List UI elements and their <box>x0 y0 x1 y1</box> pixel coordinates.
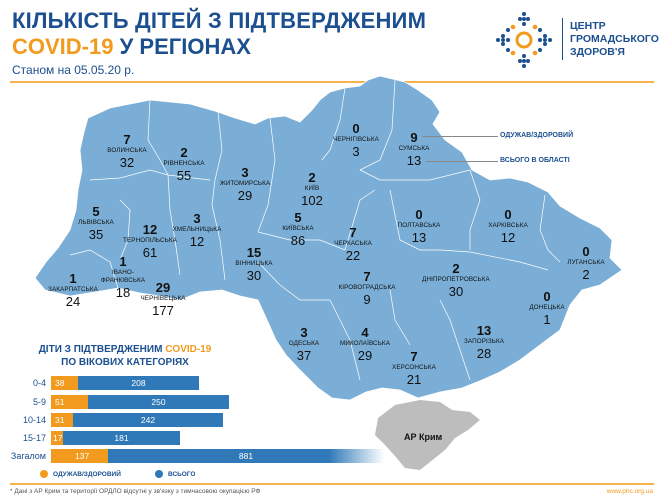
region-kharkivska: 0 Харківська 12 <box>488 207 528 246</box>
age-chart-title: ДІТИ З ПІДТВЕРДЖЕНИМ COVID-19 ПО ВІКОВИХ… <box>38 344 212 368</box>
region-odeska: 3 Одеська 37 <box>288 325 320 364</box>
ukraine-mainland-shape <box>34 75 623 401</box>
age-row-10-14: 10-14 31 242 <box>0 413 240 427</box>
region-rivnenska: 2 Рівненська 55 <box>163 145 205 184</box>
region-lvivska: 5 Львівська 35 <box>78 204 114 243</box>
region-cherkaska: 7 Черкаська 22 <box>334 225 372 264</box>
region-kyivska: 5 Київська 86 <box>282 210 314 249</box>
logo-text: ЦЕНТР ГРОМАДСЬКОГО ЗДОРОВ'Я <box>570 20 659 58</box>
legend-total: ВСЬОГО <box>155 470 195 478</box>
region-chernihivska: 0 Чернігівська 3 <box>333 121 379 160</box>
region-ivano-frankivska: 1 Івано-Франківська 18 <box>100 254 146 301</box>
age-row-0-4: 0-4 38 208 <box>0 376 240 390</box>
legend-recovered: ОДУЖАВ/ЗДОРОВИЙ <box>40 470 121 478</box>
region-ternopilska: 12 Тернопільська 61 <box>123 222 177 261</box>
region-sumska: 9 Сумська 13 <box>398 130 430 169</box>
region-volynska: 7 Волинська 32 <box>107 132 147 171</box>
page-title-line1: КІЛЬКІСТЬ ДІТЕЙ З ПІДТВЕРДЖЕНИМ <box>12 8 427 33</box>
region-khmelnytska: 3 Хмельницька 12 <box>172 211 222 250</box>
age-row-15-17: 15-17 17 181 <box>0 431 240 445</box>
footer-divider <box>10 483 654 485</box>
orange-dot-icon <box>40 470 48 478</box>
callout-total-label: ВСЬОГО В ОБЛАСТІ <box>500 157 570 164</box>
footer-url[interactable]: www.phc.org.ua <box>606 488 653 495</box>
page-title-line2: COVID-19 У РЕГІОНАХ <box>12 34 251 60</box>
callout-line-recovered <box>422 136 498 137</box>
title-rest: У РЕГІОНАХ <box>113 34 251 59</box>
title-accent: COVID-19 <box>12 34 114 59</box>
logo-divider <box>562 18 563 60</box>
region-mykolaivska: 4 Миколаївська 29 <box>339 325 391 364</box>
region-zaporizka: 13 Запорізька 28 <box>463 323 505 362</box>
age-row-5-9: 5-9 51 250 <box>0 395 240 409</box>
footer-note: * Дані з АР Крим та території ОРДЛО відс… <box>10 488 261 495</box>
region-zhytomyrska: 3 Житомирська 29 <box>219 165 271 204</box>
blue-dot-icon <box>155 470 163 478</box>
date-subtitle: Станом на 05.05.20 р. <box>12 63 135 77</box>
region-luhanska: 0 Луганська 2 <box>567 244 605 283</box>
region-kyiv-city: 2 Київ 102 <box>301 170 323 209</box>
region-khersonska: 7 Херсонська 21 <box>392 349 436 388</box>
callout-line-total <box>426 161 498 162</box>
callout-recovered-label: ОДУЖАВ/ЗДОРОВИЙ <box>500 132 574 139</box>
region-chernivetska: 29 Чернівецька 177 <box>140 280 186 319</box>
region-vinnytska: 15 Вінницька 30 <box>235 245 273 284</box>
region-poltavska: 0 Полтавська 13 <box>397 207 441 246</box>
region-borders <box>69 79 561 381</box>
crimea-label: АР Крим <box>404 432 443 442</box>
crimea-shape <box>375 400 480 470</box>
region-kirovohradska: 7 Кіровоградська 9 <box>338 269 396 308</box>
region-zakarpatska: 1 Закарпатська 24 <box>48 271 98 310</box>
age-row-total: Загалом 137 881 <box>0 449 400 463</box>
region-donetska: 0 Донецька 1 <box>529 289 565 328</box>
region-dnipropetrovska: 2 Дніпропетровська 30 <box>422 261 490 300</box>
header-divider <box>10 81 654 83</box>
phc-logo-icon <box>496 12 552 68</box>
